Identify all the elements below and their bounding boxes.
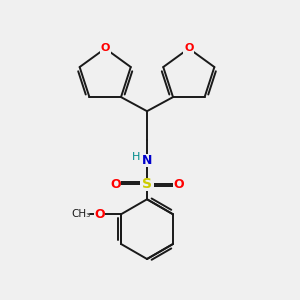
FancyBboxPatch shape bbox=[94, 209, 105, 220]
FancyBboxPatch shape bbox=[100, 43, 111, 54]
Text: O: O bbox=[173, 178, 184, 191]
Text: CH₃: CH₃ bbox=[72, 209, 91, 219]
Text: O: O bbox=[94, 208, 104, 221]
Text: O: O bbox=[100, 44, 110, 53]
FancyBboxPatch shape bbox=[140, 178, 154, 191]
FancyBboxPatch shape bbox=[183, 43, 194, 54]
Text: S: S bbox=[142, 177, 152, 191]
Text: H: H bbox=[131, 152, 140, 162]
Text: O: O bbox=[110, 178, 121, 191]
Text: O: O bbox=[184, 44, 194, 53]
Text: N: N bbox=[142, 154, 152, 167]
FancyBboxPatch shape bbox=[140, 154, 154, 167]
FancyBboxPatch shape bbox=[110, 179, 121, 190]
FancyBboxPatch shape bbox=[173, 179, 184, 190]
